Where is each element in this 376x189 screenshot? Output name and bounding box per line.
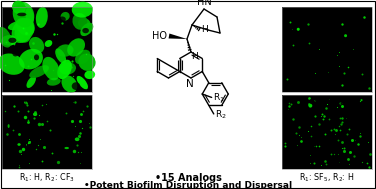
Ellipse shape (42, 57, 60, 80)
Text: HO: HO (152, 31, 167, 41)
Ellipse shape (34, 54, 39, 60)
Ellipse shape (57, 44, 74, 57)
Bar (282, 95, 372, 169)
Ellipse shape (8, 124, 10, 128)
Ellipse shape (47, 78, 61, 86)
Ellipse shape (78, 53, 96, 71)
Ellipse shape (12, 1, 26, 14)
Ellipse shape (8, 38, 17, 43)
Ellipse shape (59, 16, 66, 22)
Ellipse shape (82, 28, 89, 33)
Ellipse shape (33, 112, 37, 116)
Ellipse shape (17, 30, 30, 43)
Text: R$_1$: H, R$_2$: NO$_2$: R$_1$: H, R$_2$: NO$_2$ (18, 95, 76, 108)
Ellipse shape (17, 143, 21, 146)
Ellipse shape (45, 40, 52, 47)
Ellipse shape (29, 37, 44, 53)
Ellipse shape (60, 29, 64, 35)
Bar (282, 7, 372, 92)
Ellipse shape (72, 2, 93, 18)
Ellipse shape (1, 35, 17, 46)
Ellipse shape (75, 137, 79, 141)
Text: R$_1$: SF$_5$, R$_2$: H: R$_1$: SF$_5$, R$_2$: H (299, 172, 355, 184)
Ellipse shape (25, 7, 34, 25)
Ellipse shape (308, 104, 312, 108)
Ellipse shape (13, 2, 34, 27)
Ellipse shape (314, 100, 316, 101)
Text: R$_1$: R$_1$ (213, 91, 224, 104)
Ellipse shape (72, 82, 80, 90)
Ellipse shape (361, 99, 362, 101)
Ellipse shape (19, 49, 43, 69)
Ellipse shape (12, 18, 35, 43)
Bar (282, 95, 372, 169)
Ellipse shape (16, 18, 35, 36)
Ellipse shape (80, 23, 93, 36)
Bar (2, 95, 92, 169)
Text: H: H (191, 52, 198, 61)
Text: N: N (186, 79, 194, 89)
Ellipse shape (17, 13, 26, 16)
Ellipse shape (55, 48, 66, 64)
Ellipse shape (57, 60, 72, 79)
Ellipse shape (36, 7, 48, 28)
Bar (2, 7, 92, 92)
Ellipse shape (61, 75, 77, 93)
Ellipse shape (84, 70, 95, 79)
Ellipse shape (67, 38, 85, 57)
Text: R$_1$: H, R$_2$: CF$_3$: R$_1$: H, R$_2$: CF$_3$ (19, 172, 75, 184)
Bar (282, 7, 372, 92)
Text: •Potent Biofilm Disruption and Dispersal: •Potent Biofilm Disruption and Dispersal (84, 181, 292, 189)
Ellipse shape (0, 53, 24, 75)
Text: R$_1$: H, R$_2$: SF$_5$: R$_1$: H, R$_2$: SF$_5$ (299, 95, 355, 108)
Text: •15 Analogs: •15 Analogs (155, 173, 221, 183)
Ellipse shape (61, 12, 70, 21)
Text: H: H (201, 26, 208, 35)
Ellipse shape (73, 13, 87, 30)
Polygon shape (168, 33, 187, 39)
Text: HN: HN (197, 0, 211, 7)
Ellipse shape (15, 22, 26, 41)
Ellipse shape (59, 62, 76, 75)
Ellipse shape (64, 147, 69, 149)
Ellipse shape (77, 76, 88, 89)
Text: R$_2$: R$_2$ (215, 109, 226, 121)
Bar (2, 95, 92, 169)
Ellipse shape (8, 20, 29, 30)
Ellipse shape (78, 18, 90, 29)
Ellipse shape (14, 5, 26, 11)
Ellipse shape (0, 27, 12, 48)
Ellipse shape (297, 28, 300, 31)
Ellipse shape (29, 65, 49, 78)
Ellipse shape (26, 76, 36, 88)
Ellipse shape (12, 50, 18, 57)
Ellipse shape (344, 34, 347, 37)
Bar (2, 7, 92, 92)
Ellipse shape (75, 50, 91, 64)
